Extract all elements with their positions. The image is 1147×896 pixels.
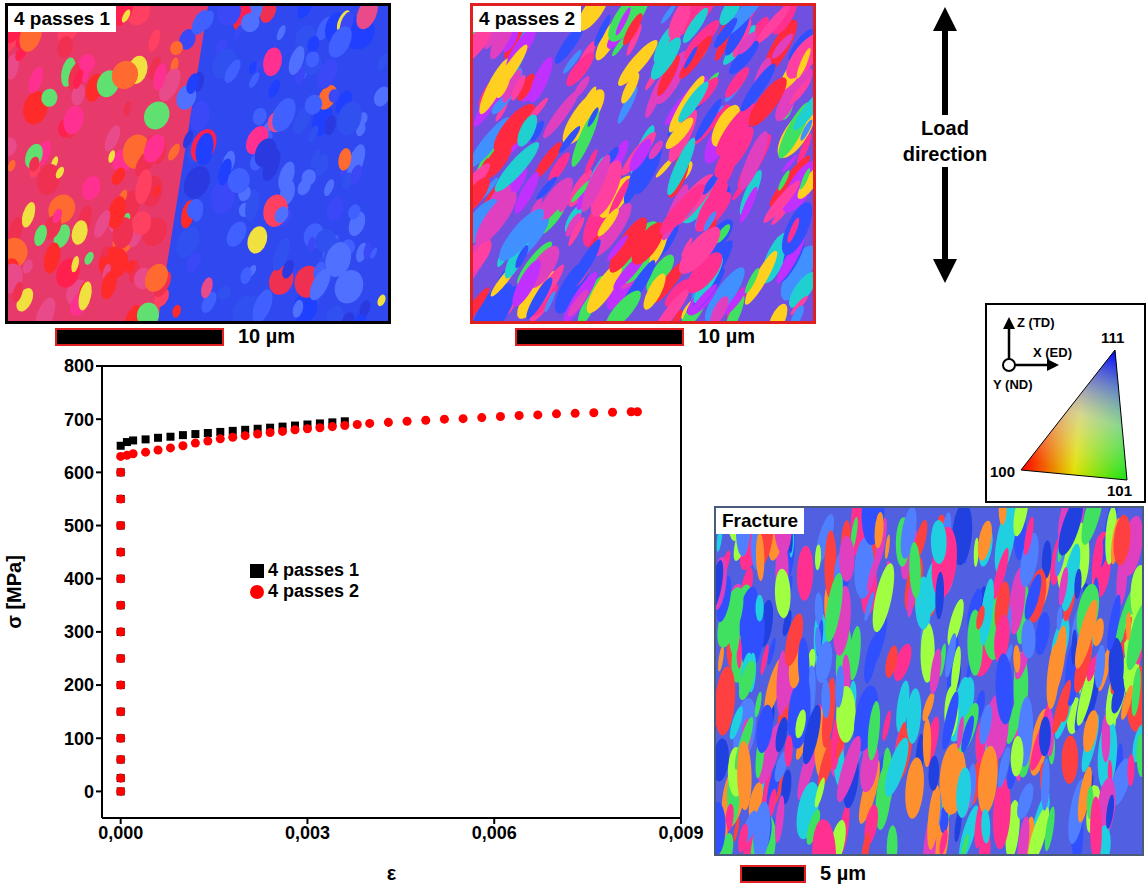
svg-text:300: 300 xyxy=(64,622,94,642)
svg-text:400: 400 xyxy=(64,569,94,589)
html-text:4 passes 1: 4 passes 1 xyxy=(268,560,360,580)
svg-text:Z (TD): Z (TD) xyxy=(1017,315,1055,330)
svg-text:0,009: 0,009 xyxy=(658,823,703,843)
svg-text:101: 101 xyxy=(1107,482,1132,499)
html-text:4 passes 2: 4 passes 2 xyxy=(479,8,576,29)
svg-text:σ [MPa]: σ [MPa] xyxy=(3,555,25,629)
svg-text:0,000: 0,000 xyxy=(98,823,143,843)
html-text:10 µm: 10 µm xyxy=(698,325,756,347)
svg-text:0: 0 xyxy=(84,782,94,802)
html-text:4 passes 1: 4 passes 1 xyxy=(14,8,111,29)
svg-text:ε: ε xyxy=(387,862,397,884)
svg-text:X (ED): X (ED) xyxy=(1033,345,1072,360)
html-text:Fracture: Fracture xyxy=(722,510,798,531)
svg-text:100: 100 xyxy=(990,463,1015,480)
svg-text:0,006: 0,006 xyxy=(472,823,517,843)
svg-text:700: 700 xyxy=(64,410,94,430)
html-text:5 µm: 5 µm xyxy=(820,862,866,884)
svg-text:500: 500 xyxy=(64,516,94,536)
svg-text:100: 100 xyxy=(64,729,94,749)
svg-text:600: 600 xyxy=(64,463,94,483)
html-text:4 passes 2: 4 passes 2 xyxy=(268,581,360,601)
svg-text:800: 800 xyxy=(64,356,94,376)
svg-text:200: 200 xyxy=(64,675,94,695)
html-text:10 µm: 10 µm xyxy=(238,325,296,347)
html-text:Load direction: Load direction xyxy=(902,117,988,165)
svg-text:111: 111 xyxy=(1101,329,1124,346)
svg-text:Y (ND): Y (ND) xyxy=(993,377,1032,392)
svg-text:0,003: 0,003 xyxy=(285,823,330,843)
